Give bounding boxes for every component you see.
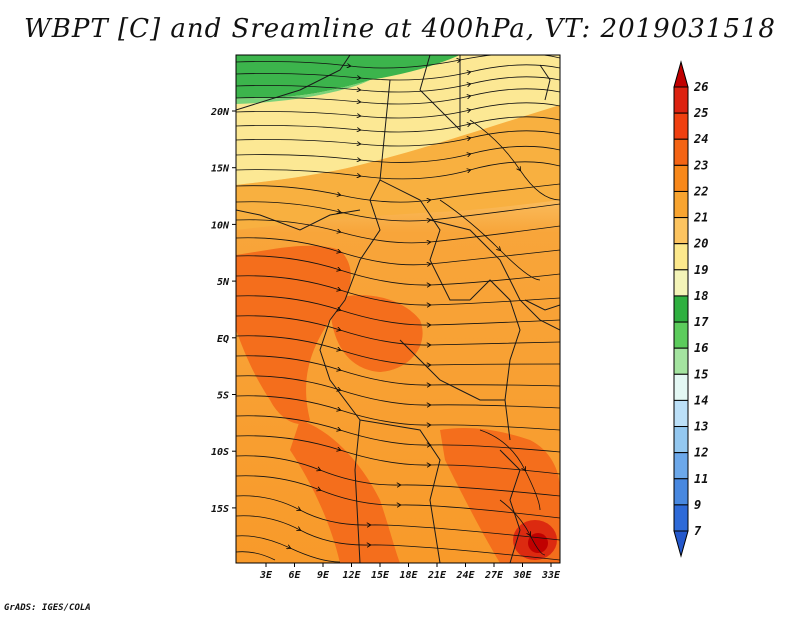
- colorbar-box: [673, 86, 689, 114]
- colorbar-box: [673, 373, 689, 401]
- colorbar-label: 7: [694, 524, 702, 538]
- colorbar-box: [673, 504, 689, 532]
- streamlines: [236, 55, 560, 563]
- colorbar-box: [673, 164, 689, 192]
- colorbar-label: 24: [693, 132, 708, 146]
- latitude-axis: 20N 15N 10N 5N EQ 5S 10S 15S: [210, 107, 236, 515]
- lat-label: 20N: [210, 107, 230, 118]
- lon-label: 15E: [371, 570, 390, 581]
- colorbar-box: [673, 347, 689, 375]
- lat-label: 5N: [217, 277, 230, 288]
- lon-label: 18E: [399, 570, 418, 581]
- colorbar-box: [673, 399, 689, 428]
- colorbar-bottom-arrow: [673, 530, 689, 558]
- colorbar-top-arrow: [673, 60, 689, 88]
- colorbar-label: 16: [694, 341, 708, 355]
- colorbar-label: 19: [694, 263, 708, 277]
- map-frame: [235, 54, 561, 564]
- colorbar-box: [673, 321, 689, 349]
- hot-spot-core: [528, 533, 548, 553]
- lon-label: 30E: [512, 570, 532, 581]
- colorbar-label: 23: [693, 158, 708, 172]
- lat-label: 15N: [211, 164, 230, 175]
- colorbar-label: 22: [693, 184, 708, 198]
- colorbar-box: [673, 426, 689, 454]
- lon-label: 12E: [342, 570, 361, 581]
- lat-label: EQ: [217, 334, 229, 345]
- colorbar-label: 17: [694, 315, 709, 329]
- lon-label: 33E: [541, 570, 561, 581]
- grads-credit: GrADS: IGES/COLA: [4, 603, 91, 613]
- colorbar-box: [673, 478, 689, 506]
- lon-label: 9E: [317, 570, 330, 581]
- colorbar-label: 15: [694, 367, 708, 381]
- lat-label: 10N: [211, 220, 230, 231]
- colorbar-label: 20: [693, 237, 708, 251]
- colorbar-label: 18: [694, 289, 708, 303]
- lon-label: 27E: [484, 570, 504, 581]
- colorbar-box: [673, 190, 689, 219]
- lon-label: 3E: [259, 570, 273, 581]
- light-green-region: [236, 80, 370, 104]
- colorbar-label: 12: [694, 446, 708, 460]
- colorbar-box: [673, 217, 689, 245]
- colorbar-box: [673, 112, 689, 140]
- colorbar-label: 14: [694, 393, 708, 407]
- colorbar-label: 26: [693, 80, 708, 94]
- colorbar-label: 25: [693, 106, 708, 120]
- colorbar-box: [673, 452, 689, 480]
- colorbar-label: 11: [694, 472, 708, 486]
- colorbar-box: [673, 269, 689, 297]
- lat-label: 15S: [211, 504, 229, 515]
- colorbar-label: 13: [694, 420, 708, 434]
- colorbar-box: [673, 295, 689, 323]
- lat-label: 10S: [211, 447, 229, 458]
- plot-title: WBPT [C] and Sreamline at 400hPa, VT: 20…: [24, 14, 776, 44]
- colorbar-box: [673, 138, 689, 166]
- warm-band-west: [236, 245, 351, 424]
- lat-label: 5S: [217, 391, 229, 402]
- lon-label: 21E: [427, 570, 447, 581]
- longitude-axis: 3E 6E 9E 12E 15E 18E 21E 24E 27E 30E 33E: [259, 563, 561, 581]
- colorbar-label: 9: [694, 498, 701, 512]
- colorbar: 26 25 24 23 22 21 20 19 18 17 16 15 14 13 12 11 9 7: [673, 60, 709, 558]
- lon-label: 24E: [455, 570, 475, 581]
- lon-label: 6E: [288, 570, 301, 581]
- colorbar-box: [673, 243, 689, 271]
- colorbar-label: 21: [693, 211, 708, 225]
